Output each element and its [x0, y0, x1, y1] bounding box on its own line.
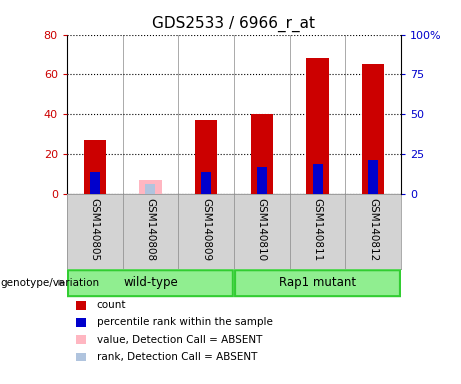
Text: GSM140805: GSM140805	[90, 199, 100, 262]
Bar	[251, 114, 273, 194]
Text: Rap1 mutant: Rap1 mutant	[279, 276, 356, 289]
FancyBboxPatch shape	[235, 270, 400, 296]
Text: count: count	[97, 300, 126, 310]
Text: GSM140811: GSM140811	[313, 199, 323, 262]
Bar	[362, 65, 384, 194]
Text: GSM140808: GSM140808	[145, 199, 155, 262]
Bar	[257, 167, 267, 194]
Bar	[195, 120, 217, 194]
Bar	[83, 140, 106, 194]
Text: genotype/variation: genotype/variation	[0, 278, 100, 288]
Title: GDS2533 / 6966_r_at: GDS2533 / 6966_r_at	[153, 16, 315, 32]
Bar	[307, 58, 329, 194]
Text: rank, Detection Call = ABSENT: rank, Detection Call = ABSENT	[97, 352, 257, 362]
Text: wild-type: wild-type	[123, 276, 178, 289]
Bar	[368, 161, 378, 194]
Bar	[313, 164, 323, 194]
Bar	[145, 184, 155, 194]
Bar	[90, 172, 100, 194]
Text: value, Detection Call = ABSENT: value, Detection Call = ABSENT	[97, 335, 262, 345]
Text: GSM140809: GSM140809	[201, 199, 211, 262]
Text: percentile rank within the sample: percentile rank within the sample	[97, 318, 273, 328]
Bar	[201, 172, 211, 194]
Text: GSM140810: GSM140810	[257, 199, 267, 262]
FancyBboxPatch shape	[68, 270, 233, 296]
Text: GSM140812: GSM140812	[368, 199, 378, 262]
Bar	[139, 180, 161, 194]
